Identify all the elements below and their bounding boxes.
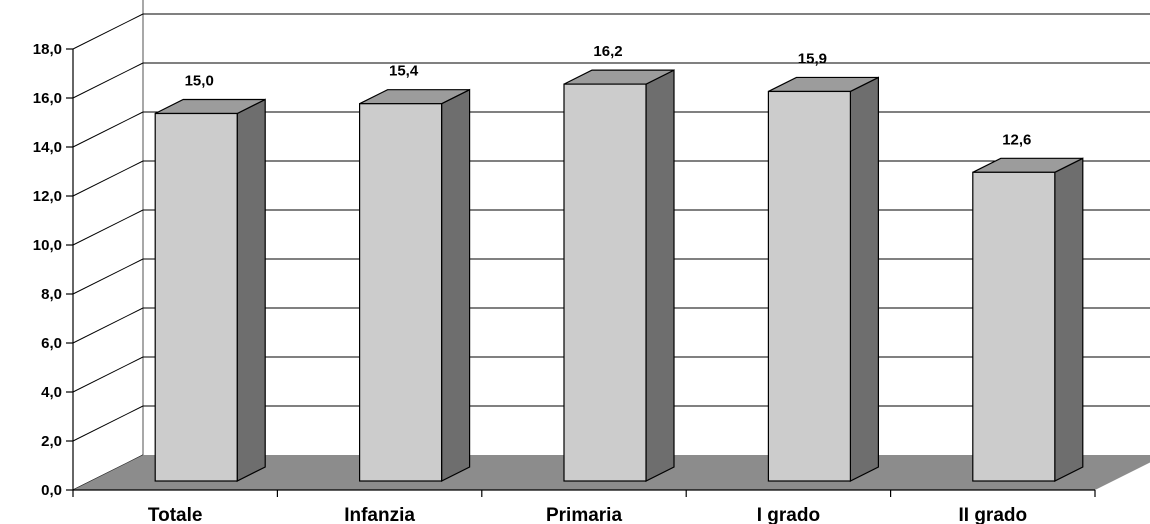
side-gridline (72, 209, 144, 246)
data-label: 15,9 (798, 50, 827, 67)
chart-labels: 15,0 Totale 15,4 Infanzia 16,2 Primaria 15,9 I … (148, 43, 1031, 524)
side-gridline (72, 405, 144, 442)
side-gridline (72, 13, 144, 50)
bar-side (849, 76, 880, 482)
side-gridline (72, 160, 144, 197)
y-tick-label: 12,0 (33, 188, 62, 205)
side-gridline (72, 356, 144, 393)
bar-side (441, 88, 471, 482)
y-tick-label: 2,0 (41, 433, 62, 450)
chart-bars (154, 69, 1084, 482)
bar-front (359, 103, 443, 482)
data-label: 16,2 (593, 43, 622, 60)
side-gridline (72, 258, 144, 295)
side-gridline (72, 111, 144, 148)
x-tick-label: I grado (757, 505, 820, 524)
bar-front (767, 90, 852, 482)
bar-group (359, 88, 471, 482)
y-tick-label: 0,0 (41, 482, 62, 499)
bar-front (972, 171, 1056, 482)
bar-side (1054, 157, 1084, 482)
y-tick-label: 8,0 (41, 286, 62, 303)
x-tick-label: II grado (958, 505, 1027, 524)
y-tick-label: 4,0 (41, 384, 62, 401)
data-label: 15,0 (185, 73, 214, 90)
data-label: 15,4 (389, 63, 419, 80)
x-tick-label: Totale (148, 505, 203, 524)
y-tick-label: 16,0 (33, 90, 62, 107)
side-gridline (72, 62, 144, 99)
bar-group (972, 157, 1084, 482)
bar-group (563, 69, 675, 482)
side-gridline (72, 307, 144, 344)
y-tick-label: 10,0 (33, 237, 62, 254)
y-tick-label: 14,0 (33, 139, 62, 156)
x-tick-label: Infanzia (344, 505, 415, 524)
bar-group (767, 76, 880, 482)
bar-side (236, 98, 266, 482)
chart-axes: 0,0 2,0 4,0 6,0 8,0 10,0 12,0 14,0 16,0 18,0 (33, 41, 1096, 499)
bar-front (154, 112, 238, 482)
y-tick-label: 6,0 (41, 335, 62, 352)
x-tick-label: Primaria (546, 505, 622, 524)
data-label: 12,6 (1002, 131, 1031, 148)
bar-group (154, 98, 266, 482)
bar-side (645, 69, 675, 482)
bar-front (563, 83, 647, 482)
y-tick-label: 18,0 (33, 41, 62, 58)
